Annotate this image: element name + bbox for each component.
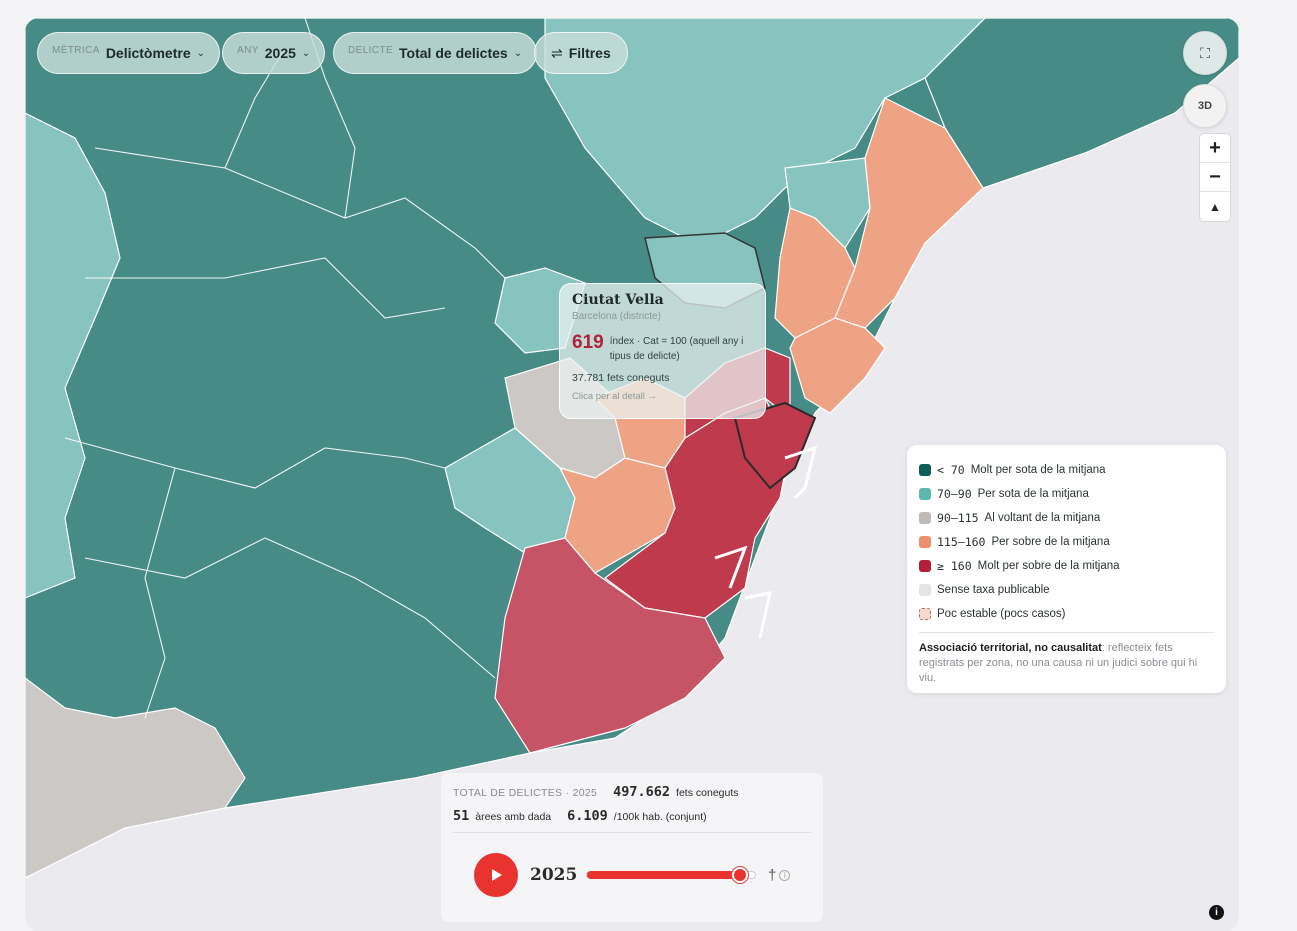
region-tooltip[interactable]: Ciutat Vella Barcelona (districte) 619 í…: [559, 283, 766, 419]
chevron-down-icon: ⌄: [196, 47, 206, 59]
comarca-boundaries: [64, 18, 506, 719]
legend-items: < 70 Molt per sota de la mitjana 70–90 Per …: [919, 458, 1214, 578]
stats-total: 497.662: [613, 784, 671, 800]
legend-swatch: [919, 464, 931, 476]
tooltip-detail-link[interactable]: Clica per al detall →: [572, 391, 658, 402]
legend-note-rest: : reflecteix fets registrats per zona, n…: [919, 642, 1198, 684]
year-label: ANY: [237, 44, 259, 56]
map-legend: < 70 Molt per sota de la mitjana 70–90 Per …: [907, 445, 1226, 693]
legend-item-unstable: Poc estable (pocs casos): [919, 602, 1214, 626]
slider-handle[interactable]: [732, 867, 748, 883]
legend-item-label: Per sobre de la mitjana: [991, 536, 1110, 548]
chevron-down-icon: ⌄: [513, 47, 523, 59]
slider-fill: [587, 871, 740, 879]
legend-note-bold: Associació territorial, no causalitat: [919, 642, 1102, 654]
compass-button[interactable]: ▲: [1200, 192, 1230, 221]
legend-item-label: Sense taxa publicable: [937, 584, 1050, 596]
timeline-player: 2025 † i: [474, 853, 791, 897]
stats-divider: [453, 832, 811, 833]
legend-range: 115–160: [937, 535, 986, 549]
region-garraf[interactable]: [25, 677, 246, 879]
year-slider[interactable]: [586, 867, 756, 883]
zoom-in-button[interactable]: +: [1200, 134, 1230, 163]
legend-item-label: Molt per sobre de la mitjana: [977, 560, 1120, 572]
filters-button[interactable]: ⇌ Filtres: [534, 32, 628, 74]
legend-item: ≥ 160 Molt per sobre de la mitjana: [919, 554, 1214, 578]
region-hospitalet[interactable]: [494, 537, 726, 754]
stats-rate: 6.109: [567, 808, 608, 824]
tooltip-facts: 37.781 fets coneguts: [572, 372, 670, 384]
legend-swatch: [919, 560, 931, 572]
legend-swatch: [919, 536, 931, 548]
stats-total-unit: fets coneguts: [676, 787, 739, 799]
legend-item: 70–90 Per sota de la mitjana: [919, 482, 1214, 506]
legend-item-label: Molt per sota de la mitjana: [970, 464, 1106, 476]
stats-areas: 51: [453, 808, 470, 824]
legend-note: Associació territorial, no causalitat: r…: [919, 641, 1214, 686]
year-value: 2025: [264, 45, 296, 61]
zoom-control: + − ▲: [1200, 134, 1230, 221]
tooltip-index-value: 619: [572, 332, 604, 353]
view-3d-button[interactable]: 3D: [1183, 84, 1227, 128]
legend-range: 90–115: [937, 511, 979, 525]
fullscreen-icon: ⛶: [1200, 44, 1210, 61]
dagger-mark: †: [768, 866, 777, 884]
legend-swatch-dashed: [919, 608, 931, 620]
info-icon[interactable]: i: [1209, 905, 1224, 920]
legend-swatch: [919, 512, 931, 524]
stats-areas-unit: àrees amb dada: [475, 811, 552, 823]
legend-divider: [919, 632, 1214, 633]
play-button[interactable]: [474, 853, 518, 897]
legend-item: 90–115 Al voltant de la mitjana: [919, 506, 1214, 530]
legend-range: < 70: [937, 463, 965, 477]
region-sant-adria[interactable]: [789, 317, 886, 414]
stats-rate-unit: /100k hab. (conjunt): [613, 811, 707, 823]
legend-swatch: [919, 584, 931, 596]
stats-caption: TOTAL DE DELICTES · 2025: [453, 787, 598, 799]
legend-item-no-rate: Sense taxa publicable: [919, 578, 1214, 602]
legend-item: 115–160 Per sobre de la mitjana: [919, 530, 1214, 554]
play-icon: [492, 869, 502, 881]
region-ciutat-vella[interactable]: [733, 401, 817, 490]
tooltip-subtitle: Barcelona (districte): [572, 311, 661, 322]
region-valles-oriental[interactable]: [544, 18, 986, 239]
crime-label: DELICTE: [348, 44, 394, 56]
view-3d-label: 3D: [1197, 100, 1213, 112]
legend-item-label: Per sota de la mitjana: [977, 488, 1089, 500]
region-maresme-nord[interactable]: [924, 18, 1239, 189]
metric-value: Delictòmetre: [105, 45, 191, 61]
legend-item-label: Al voltant de la mitjana: [984, 512, 1101, 524]
compass-icon: ▲: [1209, 199, 1221, 214]
year-selector[interactable]: ANY 2025 ⌄: [222, 32, 326, 74]
timeline-year: 2025: [530, 865, 578, 885]
legend-range: 70–90: [937, 487, 972, 501]
crime-value: Total de delictes: [399, 45, 508, 61]
crime-selector[interactable]: DELICTE Total de delictes ⌄: [333, 32, 538, 74]
fullscreen-button[interactable]: ⛶: [1183, 31, 1227, 75]
tooltip-index-desc: índex · Cat = 100 (aquell any i tipus de…: [609, 336, 744, 362]
info-circle-icon[interactable]: i: [779, 869, 791, 881]
stats-panel: TOTAL DE DELICTES · 2025 497.662 fets co…: [440, 772, 824, 923]
tooltip-title: Ciutat Vella: [572, 292, 664, 308]
zoom-out-button[interactable]: −: [1200, 163, 1230, 192]
legend-swatch: [919, 488, 931, 500]
metric-selector[interactable]: MÈTRICA Delictòmetre ⌄: [37, 32, 221, 74]
legend-range: ≥ 160: [937, 559, 972, 573]
port-piers: [714, 445, 818, 639]
filters-label: Filtres: [568, 45, 611, 61]
legend-item: < 70 Molt per sota de la mitjana: [919, 458, 1214, 482]
chevron-down-icon: ⌄: [301, 47, 311, 59]
legend-item-label: Poc estable (pocs casos): [937, 608, 1066, 620]
region-anoia[interactable]: [25, 112, 121, 599]
metric-label: MÈTRICA: [52, 44, 100, 56]
sliders-icon: ⇌: [551, 44, 563, 61]
